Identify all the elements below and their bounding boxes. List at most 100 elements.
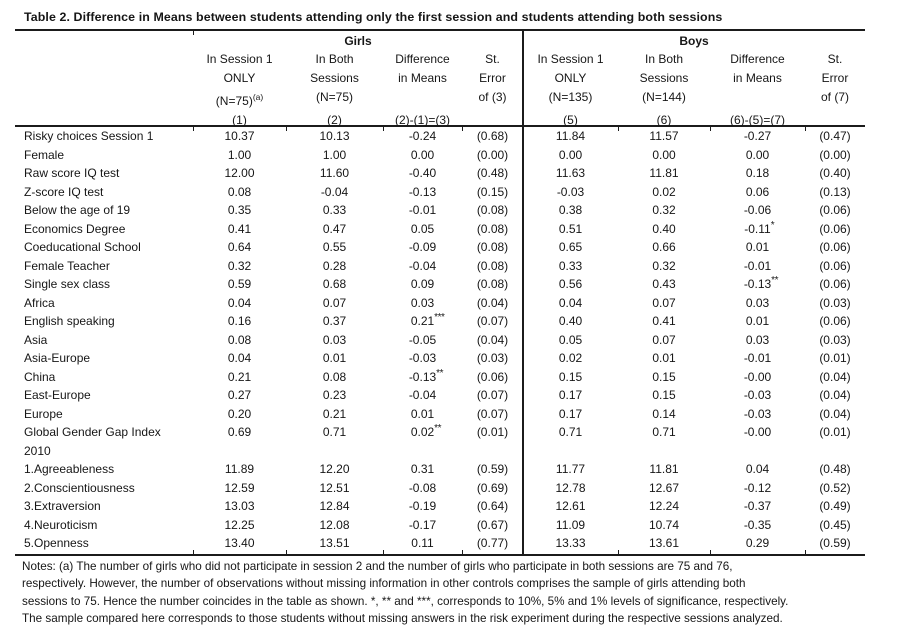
column-boundary-tick (618, 127, 619, 131)
cell-b1: 0.17 (558, 406, 583, 421)
cell-b3: -0.00 (743, 425, 772, 439)
cell-g2: 0.71 (322, 425, 347, 439)
table-row: Single sex class 0.59 0.68 0.09 (0.08) 0.56 0.… (15, 275, 865, 294)
cell-g3: -0.17 (408, 517, 437, 532)
col-header: Sessions (639, 71, 689, 85)
cell-g1: 1.00 (227, 147, 252, 162)
cell-g2: 0.47 (322, 221, 347, 236)
cell-g2: 0.33 (322, 203, 347, 217)
col-number: (2)-(1)=(3) (394, 113, 450, 127)
table-title: Table 2. Difference in Means between stu… (24, 10, 723, 24)
cell-b2: 0.00 (652, 147, 676, 162)
cell-g1: 0.16 (227, 314, 252, 328)
cell-g1: 12.00 (224, 166, 255, 180)
cell-b4: (0.40) (819, 166, 851, 180)
col-header-n: of (3) (478, 90, 507, 104)
cell-g2: 0.55 (322, 240, 347, 254)
cell-g3: 0.11 (411, 536, 434, 550)
row-label: Risky choices Session 1 (24, 129, 154, 143)
cell-g1: 0.21 (227, 369, 252, 384)
table-row: Asia 0.08 0.03 -0.05 (0.04) 0.05 0.07 0.03 (0.03… (15, 331, 865, 350)
cell-b2: 0.43 (652, 277, 676, 291)
cell-b3: -0.12 (743, 480, 772, 495)
table-row: 1.Agreeableness 11.89 12.20 0.31 (0.59) 11.77… (15, 460, 865, 479)
col-header-n: (N=135) (548, 90, 593, 104)
col-number: (6)-(5)=(7) (729, 113, 785, 127)
cell-g3: -0.04 (408, 388, 437, 402)
notes-line: The sample compared here corresponds to … (22, 612, 783, 626)
cell-b3: 0.03 (745, 295, 770, 310)
col-number: (1) (232, 113, 247, 127)
cell-g4: (0.08) (476, 258, 509, 273)
cell-b1: 11.77 (555, 462, 586, 476)
cell-b1: 0.04 (558, 295, 583, 310)
row-label: 4.Neuroticism (24, 517, 98, 532)
cell-g4: (0.48) (476, 166, 509, 180)
cell-g1: 13.03 (224, 499, 255, 513)
col-header-n: of (7) (820, 90, 849, 104)
cell-b4: (0.04) (819, 388, 851, 402)
row-label: 1.Agreeableness (24, 462, 115, 476)
cell-b3: 0.29 (745, 536, 770, 550)
cell-b1: 11.09 (555, 517, 586, 532)
cell-b2: 12.67 (648, 480, 680, 495)
cell-g1: 10.37 (224, 129, 255, 143)
cell-b3: 0.18 (745, 166, 770, 180)
group-header-girls: Girls (344, 34, 372, 48)
cell-b3: -0.06 (743, 203, 772, 217)
col-number: (5) (563, 113, 578, 127)
table-row: Raw score IQ test 12.00 11.60 -0.40 (0.48) 11… (15, 164, 865, 183)
col-header: Difference (395, 52, 450, 66)
row-label: 3.Extraversion (24, 499, 101, 513)
cell-b4: (0.59) (819, 536, 851, 550)
col-header-n (710, 88, 805, 111)
cell-g3: 0.00 (410, 147, 435, 162)
cell-g3: -0.13 ** (383, 368, 462, 387)
column-boundary-tick (286, 550, 287, 554)
cell-b3: -0.01 (743, 351, 772, 365)
cell-b3: 0.01 (745, 314, 770, 328)
column-boundary-tick (383, 127, 384, 131)
cell-b2: 0.07 (652, 295, 676, 310)
col-header: In Both (315, 52, 354, 66)
significance-stars: ** (436, 367, 443, 379)
table-bottom-border (15, 554, 865, 556)
table-row: 2.Conscientiousness 12.59 12.51 -0.08 (0.69)… (15, 479, 865, 498)
row-label: Below the age of 19 (24, 203, 131, 217)
table-row: 5.Openness 13.40 13.51 0.11 (0.77) 13.33 13.61… (15, 534, 865, 553)
cell-b1: 0.05 (558, 332, 583, 347)
cell-b4: (0.06) (819, 277, 851, 291)
cell-g2: 12.51 (319, 480, 350, 495)
row-label: Z-score IQ test (24, 184, 104, 199)
cell-b2: 0.14 (652, 406, 676, 421)
cell-g1: 12.59 (224, 480, 255, 495)
cell-b2: 0.32 (652, 203, 676, 217)
table-row: Asia-Europe 0.04 0.01 -0.03 (0.03) 0.02 0.01 -0… (15, 349, 865, 368)
cell-b2: 12.24 (648, 499, 680, 513)
cell-b1: 0.51 (558, 221, 583, 236)
cell-b1: 0.00 (558, 147, 583, 162)
cell-b4: (0.49) (819, 499, 851, 513)
cell-g3: 0.09 (410, 277, 435, 291)
row-label: Coeducational School (24, 240, 141, 254)
cell-b2: 0.71 (652, 425, 676, 439)
table-top-border (15, 29, 865, 31)
row-label: English speaking (24, 314, 115, 328)
cell-b4: (0.06) (819, 258, 851, 273)
col-header: St. (485, 52, 500, 66)
girls-boys-divider (522, 31, 524, 554)
cell-b3: -0.35 (743, 517, 772, 532)
row-label: Female (24, 147, 65, 162)
cell-b2: 0.32 (652, 258, 676, 273)
cell-g2: 0.03 (322, 332, 347, 347)
cell-g2: 12.84 (319, 499, 350, 513)
cell-g2: 13.51 (319, 536, 350, 550)
cell-b2: 11.81 (649, 462, 679, 476)
cell-g3: 0.21 *** (383, 312, 462, 331)
column-boundary-tick (462, 550, 463, 554)
cell-b1: 0.15 (558, 369, 583, 384)
cell-b1: 11.84 (555, 129, 586, 143)
table-row: English speaking 0.16 0.37 0.21 *** (0.07) 0.4… (15, 312, 865, 331)
cell-g1: 0.04 (227, 295, 252, 310)
